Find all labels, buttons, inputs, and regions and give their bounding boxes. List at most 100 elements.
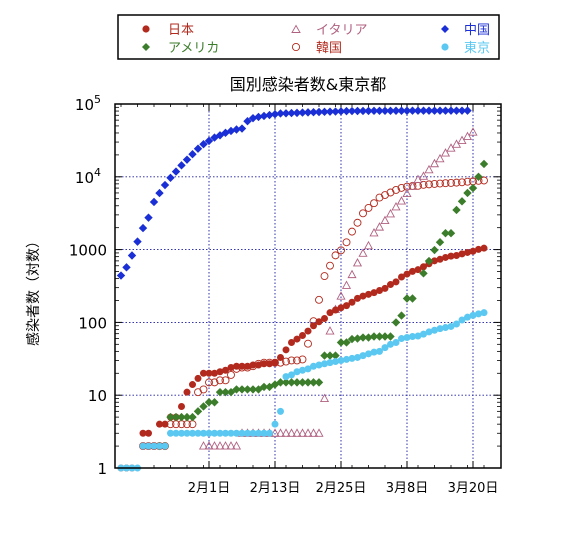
data-point — [281, 109, 291, 118]
data-point — [442, 324, 449, 332]
data-point — [463, 177, 472, 186]
data-point — [320, 351, 329, 360]
data-point — [342, 106, 351, 116]
data-point — [336, 107, 346, 116]
data-point — [199, 385, 208, 394]
data-point — [321, 315, 328, 323]
data-point — [392, 278, 400, 286]
data-point — [326, 261, 334, 270]
y-tick-label: 1 — [97, 460, 107, 478]
legend-marker-japan — [142, 25, 150, 33]
data-point — [341, 280, 352, 289]
data-point — [244, 429, 251, 437]
data-point — [430, 179, 439, 188]
data-point — [480, 309, 488, 317]
data-point — [387, 281, 394, 289]
data-point — [172, 429, 180, 437]
data-point — [308, 428, 319, 437]
data-point — [216, 429, 224, 437]
data-point — [315, 295, 323, 304]
data-point — [380, 332, 390, 341]
data-point — [414, 266, 422, 274]
data-point — [348, 227, 356, 236]
data-point — [331, 251, 340, 260]
data-point — [424, 256, 434, 266]
data-point — [458, 178, 466, 187]
data-point — [254, 112, 263, 122]
data-point — [337, 246, 345, 255]
data-point — [430, 106, 439, 115]
data-point — [204, 441, 214, 450]
data-point — [447, 322, 455, 330]
data-point — [282, 357, 290, 366]
legend-entry-italy: イタリア — [291, 23, 367, 38]
legend-marker-korea — [291, 42, 301, 52]
data-point — [425, 180, 433, 189]
data-point — [397, 311, 406, 320]
data-point — [458, 250, 466, 258]
data-point — [358, 333, 368, 342]
data-point — [453, 320, 460, 328]
data-point — [391, 106, 401, 115]
data-point — [375, 106, 384, 115]
legend-marker-italy — [291, 24, 301, 33]
data-point — [304, 339, 312, 348]
data-point — [364, 106, 373, 116]
data-point — [199, 402, 208, 411]
data-point — [458, 316, 466, 324]
data-point — [380, 106, 390, 115]
data-point — [370, 289, 378, 297]
data-point — [435, 153, 445, 163]
data-point — [369, 106, 379, 116]
data-point — [398, 273, 405, 281]
data-point — [446, 229, 456, 238]
data-point — [424, 164, 434, 174]
data-point — [314, 378, 324, 387]
data-point — [391, 318, 401, 327]
data-point — [464, 313, 471, 321]
data-point — [419, 180, 428, 189]
data-point — [243, 117, 252, 126]
data-point — [298, 378, 307, 387]
data-point — [431, 326, 438, 334]
y-tick-label: 105 — [75, 93, 101, 114]
data-point — [183, 429, 191, 437]
data-point — [177, 161, 186, 170]
data-point — [138, 223, 148, 233]
legend-entry-china: 中国 — [441, 23, 490, 38]
series-日本 — [117, 244, 488, 472]
data-point — [359, 292, 367, 300]
data-point — [193, 144, 203, 153]
data-point — [167, 429, 174, 437]
data-point — [431, 257, 438, 265]
data-point — [309, 108, 318, 117]
data-point — [374, 222, 385, 231]
data-point — [215, 387, 225, 397]
data-point — [479, 159, 489, 169]
data-point — [282, 373, 290, 381]
data-point — [398, 335, 405, 343]
data-point — [265, 110, 274, 120]
data-point — [436, 179, 444, 188]
data-point — [204, 398, 214, 407]
data-point — [270, 109, 280, 119]
y-tick-label: 10 — [88, 387, 107, 405]
data-point — [474, 172, 483, 181]
legend-frame — [117, 14, 500, 60]
legend-label-usa: アメリカ — [168, 41, 219, 56]
data-point — [353, 218, 362, 227]
data-point — [441, 179, 450, 188]
data-point — [221, 387, 230, 397]
data-point — [260, 360, 268, 368]
data-point — [259, 382, 269, 392]
data-point — [381, 191, 389, 199]
data-point — [397, 183, 406, 192]
data-point — [259, 111, 269, 121]
data-point — [381, 284, 389, 292]
data-point — [429, 158, 440, 168]
legend-marker-tokyo — [441, 43, 449, 51]
data-point — [299, 366, 306, 374]
series-中国 — [116, 106, 472, 280]
data-point — [220, 441, 231, 450]
data-point — [387, 340, 394, 348]
